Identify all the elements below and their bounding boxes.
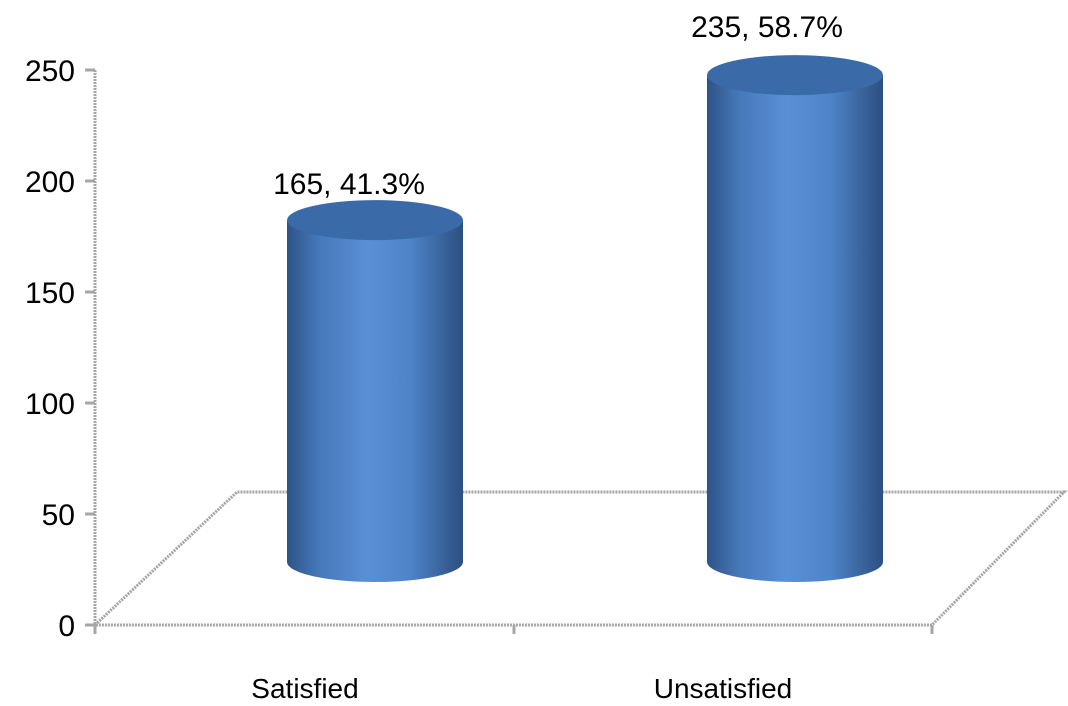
value-axis: 0 50 100 150 200 250 Satisfied Unsatisfied [25, 55, 792, 704]
data-labels: 165, 41.3% 235, 58.7% [273, 11, 843, 201]
y-tick-label: 200 [25, 166, 75, 199]
cylinder-top [707, 55, 883, 96]
y-tick-label: 100 [25, 388, 75, 421]
cylinder-bar [707, 55, 883, 582]
y-tick-label: 150 [25, 277, 75, 310]
cylinder-bar [287, 200, 463, 582]
bar-series [287, 55, 883, 582]
floor-outline [91, 490, 1068, 627]
data-label: 235, 58.7% [691, 11, 843, 44]
y-tick-label: 250 [25, 55, 75, 88]
x-category-label: Unsatisfied [654, 673, 793, 704]
chart-floor [91, 490, 1068, 634]
y-tick-label: 0 [58, 610, 75, 643]
y-tick-label: 50 [42, 499, 75, 532]
cylinder-body [287, 220, 463, 582]
cylinder-body [707, 75, 883, 582]
data-label: 165, 41.3% [273, 168, 425, 201]
cylinder-top [287, 200, 463, 241]
x-category-label: Satisfied [251, 673, 358, 704]
